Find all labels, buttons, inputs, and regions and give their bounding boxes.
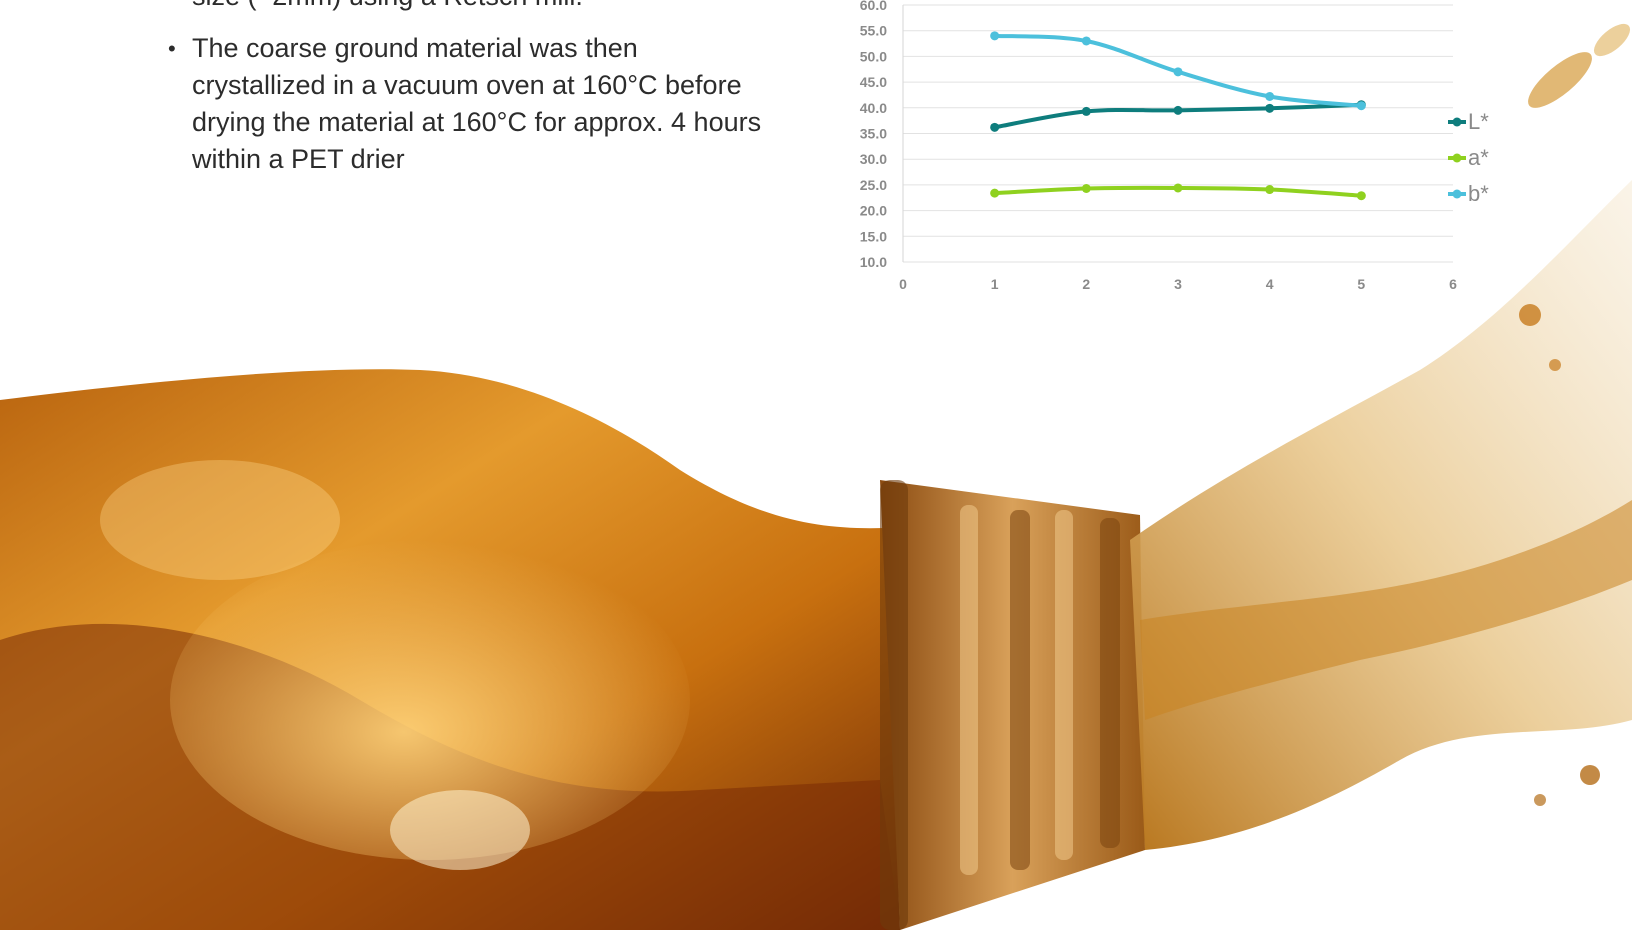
- y-tick-label: 20.0: [860, 203, 887, 219]
- y-tick-label: 55.0: [860, 23, 887, 39]
- x-tick-label: 1: [991, 276, 999, 292]
- y-tick-label: 30.0: [860, 151, 887, 167]
- y-tick-label: 50.0: [860, 48, 887, 64]
- data-point: [1265, 103, 1275, 113]
- data-point: [990, 31, 1000, 41]
- legend-marker: [1452, 189, 1462, 199]
- data-point: [1173, 67, 1183, 77]
- y-tick-label: 40.0: [860, 100, 887, 116]
- bullet-line-2: crystallized in a vacuum oven at 160°C b…: [192, 70, 742, 100]
- data-point: [1356, 191, 1366, 201]
- data-point: [1265, 91, 1275, 101]
- legend-marker: [1452, 153, 1462, 163]
- color-values-chart: 10.0 15.0 20.0 25.0 30.0 35.0 40.0 45.0 50.0 55.0…: [850, 0, 1498, 302]
- data-point: [1173, 105, 1183, 115]
- legend-label: a*: [1468, 145, 1489, 170]
- data-point: [1081, 36, 1091, 46]
- data-point: [990, 188, 1000, 198]
- y-tick-label: 45.0: [860, 74, 887, 90]
- x-tick-label: 3: [1174, 276, 1182, 292]
- x-tick-label: 0: [899, 276, 907, 292]
- bullet-line-3: drying the material at 160°C for approx.…: [192, 107, 762, 137]
- data-point: [1265, 185, 1275, 195]
- bullet-line: drying the material at 160°C for approx.…: [150, 104, 761, 141]
- y-tick-label: 35.0: [860, 126, 887, 142]
- data-point: [1356, 101, 1366, 111]
- y-tick-label: 60.0: [860, 0, 887, 13]
- legend-label: L*: [1468, 109, 1489, 134]
- bullet-line-1: The coarse ground material was then: [192, 33, 638, 63]
- bullet-item: • The coarse ground material was then cr…: [150, 30, 761, 178]
- data-point: [1081, 106, 1091, 116]
- chart-svg: 10.0 15.0 20.0 25.0 30.0 35.0 40.0 45.0 50.0 55.0…: [860, 0, 1489, 292]
- x-tick-label: 4: [1266, 276, 1274, 292]
- bullet-line: within a PET drier: [150, 141, 761, 178]
- data-point: [1081, 183, 1091, 193]
- bullet-line-4: within a PET drier: [192, 144, 405, 174]
- y-tick-label: 10.0: [860, 254, 887, 270]
- bullet-line: • The coarse ground material was then: [150, 30, 761, 67]
- y-tick-label: 15.0: [860, 228, 887, 244]
- legend-label: b*: [1468, 181, 1489, 206]
- x-tick-label: 5: [1357, 276, 1365, 292]
- bullet-icon: •: [168, 36, 176, 61]
- legend-marker: [1452, 117, 1462, 127]
- x-tick-label: 6: [1449, 276, 1457, 292]
- x-tick-label: 2: [1082, 276, 1090, 292]
- data-point: [1173, 183, 1183, 193]
- bullet-line: crystallized in a vacuum oven at 160°C b…: [150, 67, 761, 104]
- bullet-cut-line: size (~2mm) using a Retsch mill.: [192, 0, 752, 15]
- data-point: [990, 122, 1000, 132]
- y-tick-label: 25.0: [860, 177, 887, 193]
